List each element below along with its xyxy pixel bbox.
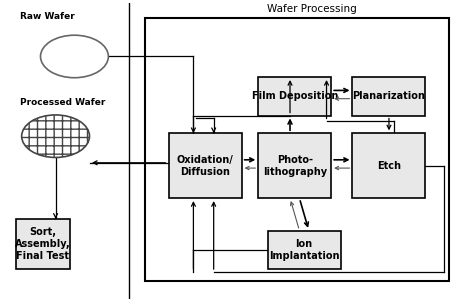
Text: Processed Wafer: Processed Wafer (20, 98, 106, 107)
Bar (16, 219, 70, 269)
Text: Wafer Processing: Wafer Processing (267, 4, 357, 14)
Text: Film Deposition: Film Deposition (252, 91, 338, 101)
Text: Photo-
lithography: Photo- lithography (263, 155, 327, 176)
Text: Sort,
Assembly,
Final Test: Sort, Assembly, Final Test (15, 227, 71, 261)
Bar (145, 18, 449, 281)
Text: Etch: Etch (377, 161, 401, 171)
Circle shape (22, 115, 90, 158)
Bar (169, 133, 242, 198)
Bar (353, 77, 426, 116)
Text: Planarization: Planarization (353, 91, 425, 101)
Bar (353, 133, 426, 198)
Text: Ion
Implantation: Ion Implantation (269, 239, 339, 261)
Text: Raw Wafer: Raw Wafer (20, 12, 75, 21)
Bar (268, 231, 341, 269)
Text: Oxidation/
Diffusion: Oxidation/ Diffusion (177, 155, 234, 176)
Bar (258, 133, 331, 198)
Circle shape (40, 35, 109, 78)
Bar (258, 77, 331, 116)
